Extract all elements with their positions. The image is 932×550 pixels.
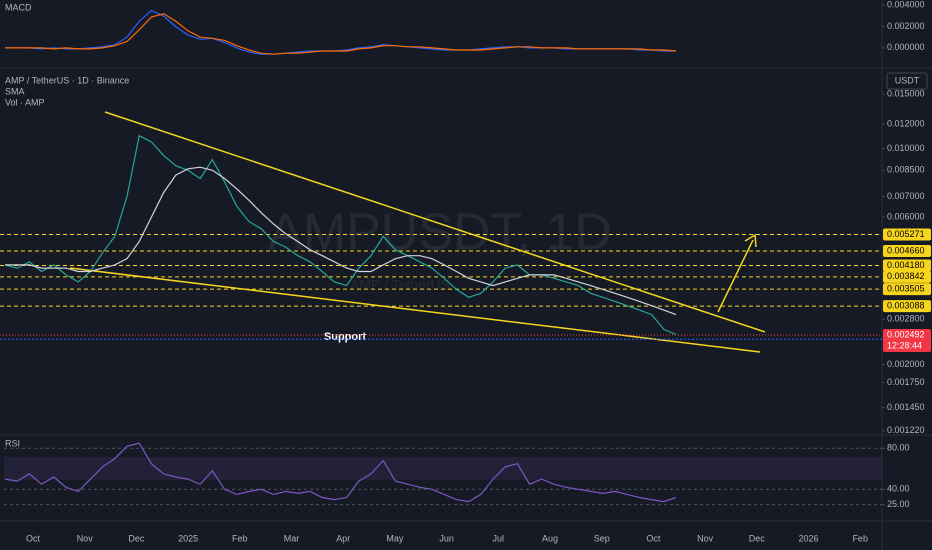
x-tick-label: May <box>386 533 404 543</box>
x-tick-label: 2025 <box>178 533 198 543</box>
price-label-box <box>883 228 931 241</box>
price-label-box <box>883 270 931 283</box>
price-label: 0.003505 <box>887 284 925 294</box>
upper-trendline <box>104 111 766 333</box>
y-tick-label: 0.006000 <box>887 211 925 221</box>
x-tick-label: Feb <box>232 533 248 543</box>
x-tick-label: Sep <box>594 533 610 543</box>
price-label: 0.003088 <box>887 301 925 311</box>
watermark-subtitle: AMP / TetherUS <box>350 277 450 293</box>
legend-volume: Vol · AMP <box>5 97 45 107</box>
price-label: 0.004180 <box>887 260 925 270</box>
y-tick-label: 0.001750 <box>887 377 925 387</box>
legend-sma: SMA <box>5 86 25 96</box>
y-tick-label: 0.010000 <box>887 143 925 153</box>
lower-trendline <box>69 267 761 353</box>
y-tick-label: 0.007000 <box>887 191 925 201</box>
price-label: 0.002492 <box>887 329 925 339</box>
unit-label: USDT <box>895 75 920 85</box>
y-tick-label: 0.001450 <box>887 402 925 412</box>
price-label: 0.004660 <box>887 245 925 255</box>
y-tick-label: 0.012000 <box>887 118 925 128</box>
rsi-band <box>4 457 882 480</box>
series-line <box>5 166 677 316</box>
countdown: 12:28:44 <box>887 340 922 350</box>
rsi-title: RSI <box>5 438 20 448</box>
x-tick-label: Nov <box>697 533 714 543</box>
y-tick-label: 40.00 <box>887 484 910 494</box>
x-tick-label: Mar <box>284 533 300 543</box>
arrow-head <box>744 233 757 248</box>
watermark: AMPUSDT, 1D <box>268 204 612 262</box>
y-tick-label: 25.00 <box>887 499 910 509</box>
x-tick-label: Oct <box>646 533 661 543</box>
series-line <box>4 442 677 503</box>
price-label-box <box>883 300 931 313</box>
y-tick-label: 0.000000 <box>887 42 925 52</box>
y-tick-label: 0.002000 <box>887 359 925 369</box>
y-tick-label: 0.015000 <box>887 88 925 98</box>
price-label-box <box>883 328 931 352</box>
y-tick-label: 0.004000 <box>887 0 925 10</box>
series-line <box>4 134 677 336</box>
support-label: Support <box>324 331 366 343</box>
y-tick-label: 80.00 <box>887 443 910 453</box>
price-label-box <box>883 244 931 257</box>
series-line <box>5 13 677 55</box>
y-tick-label: 0.001220 <box>887 425 925 435</box>
x-tick-label: Jul <box>493 533 505 543</box>
x-tick-label: Oct <box>26 533 41 543</box>
x-tick-label: Feb <box>852 533 868 543</box>
x-tick-label: Aug <box>542 533 558 543</box>
price-label: 0.005271 <box>887 229 925 239</box>
x-tick-label: 2026 <box>798 533 818 543</box>
x-tick-label: Dec <box>749 533 766 543</box>
x-tick-label: Jun <box>439 533 454 543</box>
arrow-shaft <box>717 239 754 313</box>
trendlines <box>69 111 766 353</box>
x-tick-label: Apr <box>336 533 350 543</box>
price-label-box <box>883 259 931 272</box>
x-tick-label: Dec <box>128 533 145 543</box>
macd-title: MACD <box>5 2 32 12</box>
price-label: 0.003842 <box>887 271 925 281</box>
unit-box <box>886 72 928 90</box>
y-tick-label: 0.002800 <box>887 314 925 324</box>
y-tick-label: 0.008500 <box>887 165 925 175</box>
price-label-box <box>883 283 931 296</box>
x-tick-label: Nov <box>77 533 94 543</box>
price-title: AMP / TetherUS · 1D · Binance <box>5 75 129 85</box>
y-tick-label: 0.002000 <box>887 21 925 31</box>
